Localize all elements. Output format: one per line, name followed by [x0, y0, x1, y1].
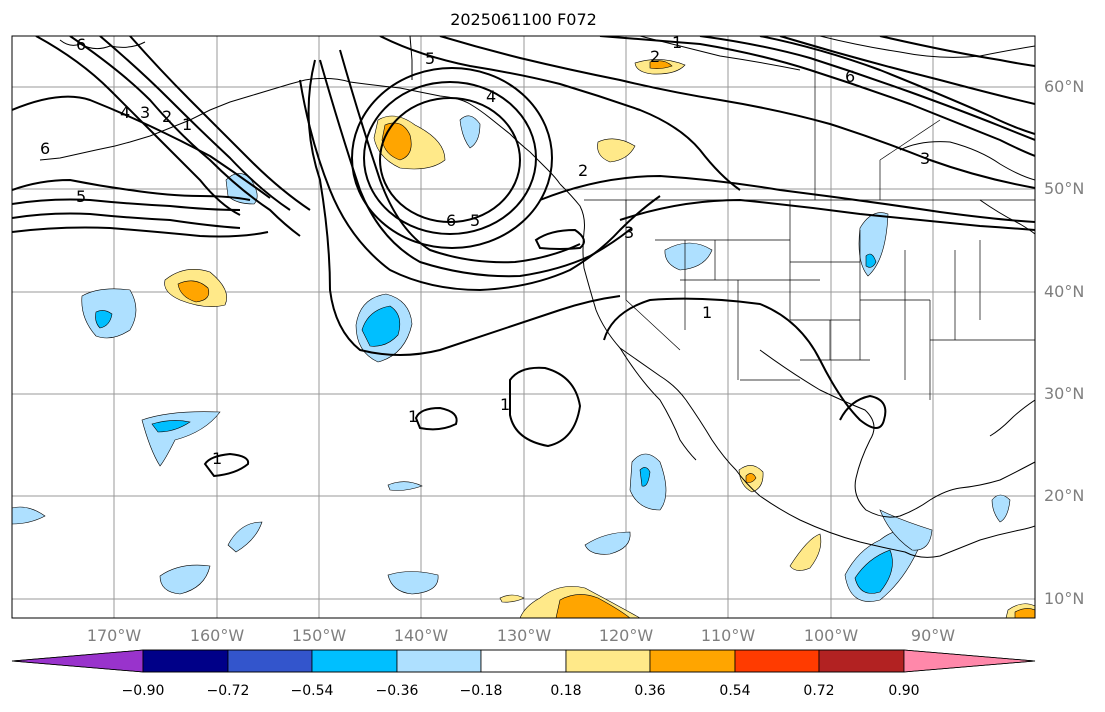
- map-frame: [11, 35, 1036, 619]
- colorbar-segment: [227, 649, 313, 673]
- contour-label: 4: [486, 87, 496, 106]
- negative-anomaly: [387, 571, 439, 595]
- lat-label-10n: 10°N: [1044, 589, 1085, 608]
- colorbar-tick-label: 0.72: [803, 683, 835, 699]
- positive-anomaly: [499, 594, 525, 603]
- positive-anomaly: [789, 533, 822, 571]
- negative-anomaly: [865, 253, 877, 268]
- contour-label: 5: [470, 211, 480, 230]
- negative-anomaly: [854, 549, 893, 594]
- lon-label-150w: 150°W: [291, 626, 347, 645]
- height-contours: [12, 36, 1035, 478]
- contour-label: 6: [845, 67, 855, 86]
- colorbar-tick-label: 0.90: [888, 683, 920, 699]
- contour-label: 6: [40, 139, 50, 158]
- lat-label-20n: 20°N: [1044, 486, 1085, 505]
- colorbar-extend-max: [903, 649, 1036, 673]
- contour-label: 6: [446, 211, 456, 230]
- contour-label: 5: [76, 187, 86, 206]
- colorbar-outline: [11, 649, 1036, 673]
- lon-label-110w: 110°W: [700, 626, 756, 645]
- negative-anomaly: [459, 115, 481, 149]
- lon-label-90w: 90°W: [910, 626, 956, 645]
- negative-anomaly: [227, 521, 263, 553]
- map-title: 2025061100 F072: [450, 10, 597, 29]
- colorbar-segment: [818, 649, 905, 673]
- positive-anomaly: [555, 594, 631, 618]
- negative-anomaly: [879, 509, 933, 551]
- positive-anomaly: [381, 122, 412, 161]
- contour-labels: 6 5 4 3 2 1 4 5 6 6 5 2 2 1 1 3 6 3 1 1 …: [40, 33, 930, 468]
- contour-label: 4: [120, 103, 130, 122]
- colorbar: [11, 649, 1036, 673]
- lon-label-160w: 160°W: [189, 626, 245, 645]
- contour-label: 1: [702, 303, 712, 322]
- contour-label: 3: [140, 103, 150, 122]
- lat-label-50n: 50°N: [1044, 179, 1085, 198]
- colorbar-segment: [565, 649, 651, 673]
- colorbar-segment: [649, 649, 736, 673]
- negative-anomaly: [664, 242, 713, 271]
- contour-label: 1: [182, 115, 192, 134]
- positive-anomaly: [597, 138, 636, 163]
- negative-anomaly: [151, 420, 191, 433]
- lat-label-60n: 60°N: [1044, 77, 1085, 96]
- colorbar-tick-label: 0.36: [634, 683, 666, 699]
- lon-label-120w: 120°W: [598, 626, 654, 645]
- negative-anomaly: [95, 310, 113, 329]
- lat-label-30n: 30°N: [1044, 384, 1085, 403]
- lon-label-100w: 100°W: [803, 626, 859, 645]
- contour-label: 5: [425, 49, 435, 68]
- colorbar-tick-label: −0.54: [290, 683, 334, 699]
- contour-label: 1: [212, 449, 222, 468]
- contour-label: 1: [408, 407, 418, 426]
- positive-anomaly: [177, 280, 210, 303]
- contour-label: 6: [76, 35, 86, 54]
- contour-label: 2: [578, 161, 588, 180]
- negative-anomaly: [584, 531, 631, 555]
- colorbar-tick-label: −0.90: [121, 683, 165, 699]
- colorbar-tick-label: −0.18: [459, 683, 503, 699]
- colorbar-tick-label: 0.54: [719, 683, 751, 699]
- lon-label-140w: 140°W: [393, 626, 449, 645]
- negative-anomaly: [387, 481, 423, 491]
- colorbar-segment: [142, 649, 229, 673]
- contour-label: 1: [672, 33, 682, 52]
- colorbar-tick-label: −0.36: [375, 683, 419, 699]
- positive-anomaly: [745, 473, 757, 483]
- negative-anomaly: [991, 494, 1011, 523]
- colorbar-tick-label: 0.18: [550, 683, 582, 699]
- state-borders: [584, 37, 1035, 400]
- colorbar-tick-label: −0.72: [206, 683, 250, 699]
- positive-anomaly: [649, 60, 673, 69]
- colorbar-segment: [480, 649, 567, 673]
- negative-anomaly: [12, 506, 46, 525]
- lon-label-130w: 130°W: [496, 626, 552, 645]
- contour-label: 2: [162, 107, 172, 126]
- positive-anomaly: [1014, 608, 1035, 618]
- colorbar-segment: [734, 649, 820, 673]
- negative-anomaly: [361, 305, 401, 347]
- negative-anomaly: [159, 564, 211, 595]
- contour-label: 3: [920, 149, 930, 168]
- anomaly-shading: [12, 59, 1035, 618]
- contour-label: 2: [650, 47, 660, 66]
- contour-label: 1: [500, 395, 510, 414]
- colorbar-segment: [396, 649, 482, 673]
- lat-label-40n: 40°N: [1044, 282, 1085, 301]
- colorbar-segment: [311, 649, 398, 673]
- negative-anomaly: [639, 467, 651, 487]
- colorbar-extend-min: [11, 649, 144, 673]
- contour-label: 3: [624, 223, 634, 242]
- lon-label-170w: 170°W: [86, 626, 142, 645]
